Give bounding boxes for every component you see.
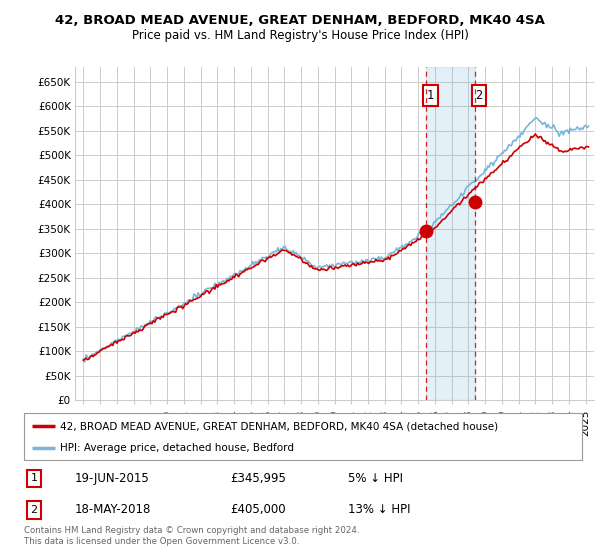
Text: 1: 1 (31, 473, 38, 483)
Text: Price paid vs. HM Land Registry's House Price Index (HPI): Price paid vs. HM Land Registry's House … (131, 29, 469, 42)
Text: 18-MAY-2018: 18-MAY-2018 (74, 503, 151, 516)
Text: 42, BROAD MEAD AVENUE, GREAT DENHAM, BEDFORD, MK40 4SA: 42, BROAD MEAD AVENUE, GREAT DENHAM, BED… (55, 14, 545, 27)
Text: Contains HM Land Registry data © Crown copyright and database right 2024.
This d: Contains HM Land Registry data © Crown c… (24, 526, 359, 546)
Text: £405,000: £405,000 (230, 503, 286, 516)
Text: 2: 2 (475, 89, 482, 102)
Bar (426, 67, 475, 400)
Text: 42, BROAD MEAD AVENUE, GREAT DENHAM, BEDFORD, MK40 4SA (detached house): 42, BROAD MEAD AVENUE, GREAT DENHAM, BED… (60, 421, 499, 431)
Text: 2: 2 (31, 505, 38, 515)
Text: £345,995: £345,995 (230, 472, 286, 485)
Text: HPI: Average price, detached house, Bedford: HPI: Average price, detached house, Bedf… (60, 444, 294, 454)
Text: 1: 1 (427, 89, 434, 102)
Text: 13% ↓ HPI: 13% ↓ HPI (347, 503, 410, 516)
Text: 19-JUN-2015: 19-JUN-2015 (74, 472, 149, 485)
Text: 5% ↓ HPI: 5% ↓ HPI (347, 472, 403, 485)
